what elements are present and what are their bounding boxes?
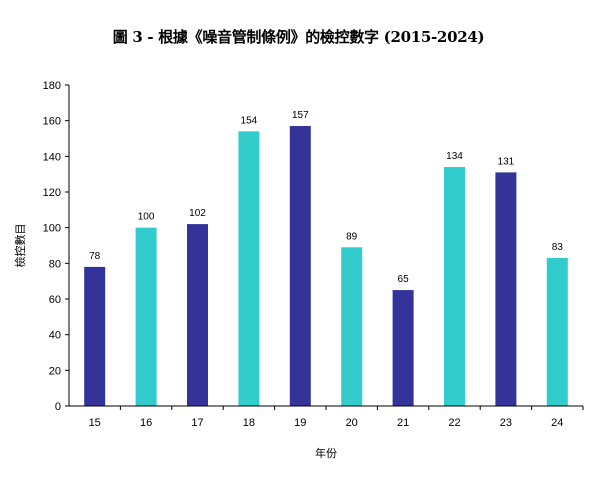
- x-tick-label: 24: [551, 417, 563, 429]
- bar-18: [238, 131, 260, 406]
- data-label-24: 83: [552, 242, 564, 253]
- y-axis-ticks: 0 20 40 60 80 100 120 140 160 180: [43, 80, 69, 413]
- y-axis-title: 檢控數目: [13, 224, 27, 268]
- x-tick-label: 18: [243, 417, 255, 429]
- x-tick-label: 19: [294, 417, 306, 429]
- data-label-23: 131: [498, 156, 515, 167]
- data-label-19: 157: [292, 110, 309, 121]
- bars: [84, 126, 568, 407]
- x-axis-title: 年份: [315, 446, 337, 460]
- bar-22: [444, 167, 465, 406]
- bar-19: [289, 126, 311, 407]
- y-tick-label: 20: [49, 365, 61, 377]
- bar-16: [135, 227, 157, 406]
- bar-23: [495, 172, 517, 406]
- x-tick-label: 23: [500, 417, 512, 429]
- x-axis-ticks: 15 16 17 18 19 20 21 22 23 24: [89, 406, 584, 429]
- bar-data-labels: 78 100 102 154 157 89 65 134 131 83: [89, 110, 563, 285]
- chart-title: 圖 3 - 根據《噪音管制條例》的檢控數字 (2015-2024): [112, 28, 485, 46]
- bar-17: [187, 224, 208, 406]
- y-tick-label: 40: [49, 330, 61, 342]
- x-tick-label: 15: [89, 417, 101, 429]
- y-tick-label: 140: [43, 151, 61, 163]
- y-tick-label: 60: [49, 294, 61, 306]
- x-tick-label: 20: [346, 417, 358, 429]
- y-tick-label: 80: [49, 258, 61, 270]
- bar-21: [392, 290, 414, 406]
- y-tick-label: 0: [55, 401, 61, 413]
- data-label-17: 102: [189, 208, 206, 219]
- y-tick-label: 160: [43, 116, 61, 128]
- data-label-22: 134: [446, 151, 463, 162]
- data-label-18: 154: [241, 115, 258, 126]
- bar-20: [341, 247, 363, 406]
- data-label-15: 78: [89, 251, 101, 262]
- data-label-21: 65: [398, 274, 410, 285]
- x-tick-label: 22: [448, 417, 460, 429]
- x-tick-label: 16: [140, 417, 152, 429]
- data-label-20: 89: [346, 231, 358, 242]
- y-tick-label: 100: [43, 223, 61, 235]
- y-tick-label: 180: [43, 80, 61, 92]
- bar-15: [84, 266, 106, 406]
- x-tick-label: 21: [397, 417, 409, 429]
- bar-24: [546, 257, 568, 406]
- data-label-16: 100: [138, 212, 155, 223]
- x-tick-label: 17: [191, 417, 203, 429]
- y-tick-label: 120: [43, 187, 61, 199]
